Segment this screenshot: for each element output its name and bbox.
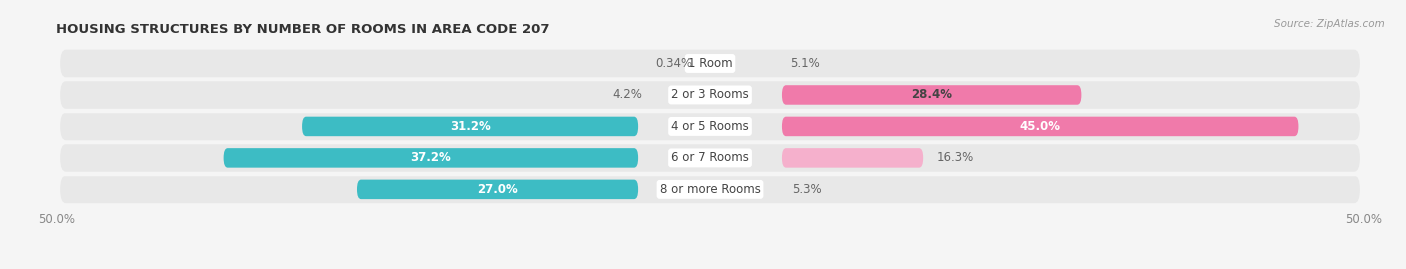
Text: 27.0%: 27.0% bbox=[477, 183, 517, 196]
FancyBboxPatch shape bbox=[60, 175, 1360, 203]
Text: 28.4%: 28.4% bbox=[911, 89, 952, 101]
FancyBboxPatch shape bbox=[782, 85, 1081, 105]
FancyBboxPatch shape bbox=[60, 81, 1360, 109]
FancyBboxPatch shape bbox=[224, 148, 638, 168]
Text: 45.0%: 45.0% bbox=[1019, 120, 1060, 133]
Text: 37.2%: 37.2% bbox=[411, 151, 451, 164]
Text: HOUSING STRUCTURES BY NUMBER OF ROOMS IN AREA CODE 207: HOUSING STRUCTURES BY NUMBER OF ROOMS IN… bbox=[56, 23, 550, 36]
FancyBboxPatch shape bbox=[302, 117, 638, 136]
FancyBboxPatch shape bbox=[357, 180, 638, 199]
Text: 4 or 5 Rooms: 4 or 5 Rooms bbox=[671, 120, 749, 133]
FancyBboxPatch shape bbox=[60, 50, 1360, 77]
FancyBboxPatch shape bbox=[60, 113, 1360, 140]
FancyBboxPatch shape bbox=[782, 117, 1298, 136]
Text: 31.2%: 31.2% bbox=[450, 120, 491, 133]
Text: 4.2%: 4.2% bbox=[612, 89, 643, 101]
Text: 6 or 7 Rooms: 6 or 7 Rooms bbox=[671, 151, 749, 164]
FancyBboxPatch shape bbox=[782, 148, 924, 168]
Text: Source: ZipAtlas.com: Source: ZipAtlas.com bbox=[1274, 19, 1385, 29]
FancyBboxPatch shape bbox=[60, 144, 1360, 172]
Text: 5.3%: 5.3% bbox=[793, 183, 823, 196]
Text: 16.3%: 16.3% bbox=[936, 151, 973, 164]
Text: 5.1%: 5.1% bbox=[790, 57, 820, 70]
Text: 1 Room: 1 Room bbox=[688, 57, 733, 70]
Text: 0.34%: 0.34% bbox=[655, 57, 693, 70]
Text: 2 or 3 Rooms: 2 or 3 Rooms bbox=[671, 89, 749, 101]
Text: 8 or more Rooms: 8 or more Rooms bbox=[659, 183, 761, 196]
